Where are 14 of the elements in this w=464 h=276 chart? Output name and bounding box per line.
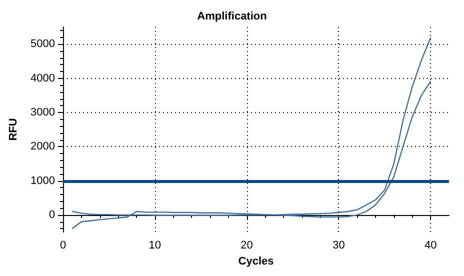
y-tick-label: 4000: [30, 72, 55, 84]
x-tick-label: 20: [240, 240, 253, 252]
y-tick-label: 1000: [30, 174, 55, 187]
y-tick-label: 2000: [30, 140, 55, 153]
y-tick-label: 3000: [30, 106, 55, 118]
y-tick-label: 0: [48, 208, 55, 221]
y-axis-title: RFU: [8, 118, 20, 141]
x-tick-label: 10: [148, 240, 162, 252]
x-axis-title: Cycles: [238, 256, 274, 268]
x-tick-label: 30: [332, 240, 345, 252]
x-tick-label: 40: [424, 240, 437, 252]
y-tick-label: 5000: [30, 38, 55, 50]
chart-title: Amplification: [197, 10, 268, 22]
x-tick-label: 0: [60, 240, 66, 252]
